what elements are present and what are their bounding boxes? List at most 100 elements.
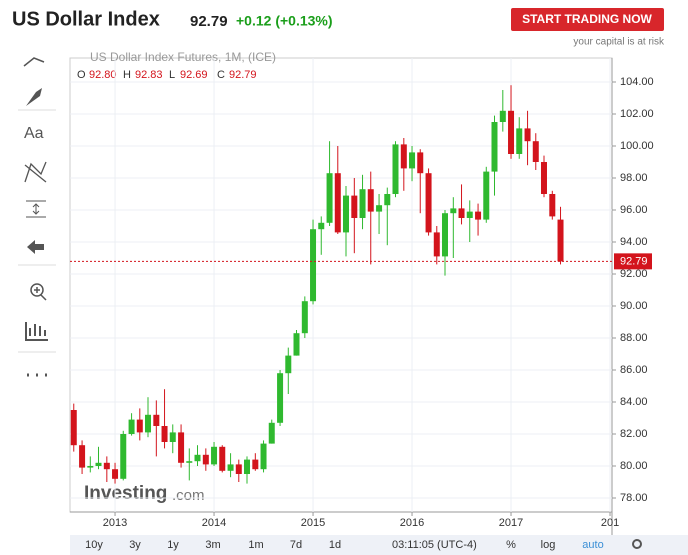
candle-body (95, 462, 102, 466)
candle-body (285, 355, 292, 374)
candle-body (128, 419, 135, 434)
price: 92.79 (190, 13, 228, 30)
auto-toggle[interactable]: auto (582, 539, 603, 551)
candle-body (268, 422, 275, 444)
candle-body (342, 195, 349, 233)
brush-tool[interactable] (26, 88, 42, 106)
candle-body (417, 152, 424, 174)
back-tool[interactable] (27, 240, 44, 254)
candle-body (70, 410, 77, 446)
candle-body (318, 222, 325, 230)
candle-body (540, 162, 547, 194)
range-button[interactable]: 1y (167, 539, 179, 551)
candle-body (450, 208, 457, 214)
candle-body (326, 173, 333, 223)
candle-body (219, 446, 226, 471)
candle-body (301, 301, 308, 334)
candle-body (475, 211, 482, 220)
range-button[interactable]: 3m (205, 539, 220, 551)
range-button[interactable]: 1m (248, 539, 263, 551)
trade-button-label[interactable]: START TRADING NOW (522, 12, 652, 26)
candle-body (400, 144, 407, 169)
y-tick-label: 98.00 (620, 172, 648, 184)
candle-body (202, 454, 209, 465)
legend-h-label: H (123, 69, 131, 81)
plot-frame (69, 57, 613, 513)
candle-body (244, 459, 251, 474)
legend-l-label: L (169, 69, 175, 81)
range-button[interactable]: 7d (290, 539, 302, 551)
candle-body (136, 419, 143, 433)
candle-body (359, 189, 366, 218)
pattern-tool[interactable] (24, 161, 47, 183)
candle-body (516, 128, 523, 154)
y-tick-label: 84.00 (620, 396, 648, 408)
candle-body (425, 173, 432, 233)
candle-body (367, 189, 374, 212)
y-tick-label: 104.00 (620, 76, 654, 88)
legend-l: 92.69 (180, 69, 208, 81)
text-tool[interactable]: Aa (24, 125, 44, 142)
candle-body (153, 414, 160, 426)
percent-toggle[interactable]: % (506, 539, 516, 551)
y-tick-label: 78.00 (620, 492, 648, 504)
change: +0.12 (+0.13%) (236, 13, 333, 29)
range-button[interactable]: 10y (85, 539, 103, 551)
log-toggle[interactable]: log (541, 539, 556, 551)
bottom-bar (70, 535, 688, 555)
zoom-tool[interactable] (30, 283, 44, 297)
y-tick-label: 86.00 (620, 364, 648, 376)
settings-icon[interactable] (632, 539, 642, 549)
candle-body (178, 432, 185, 463)
trade-button[interactable] (511, 8, 664, 31)
legend-o-label: O (77, 69, 86, 81)
candle-body (112, 469, 119, 479)
legend-o: 92.80 (89, 69, 117, 81)
candle-body (433, 232, 440, 257)
range-button[interactable]: 3y (129, 539, 141, 551)
candle-body (277, 373, 284, 423)
measure-tool[interactable] (26, 200, 46, 218)
toolbar: Aa (18, 57, 56, 377)
candle-body (227, 464, 234, 471)
line-tool[interactable] (23, 57, 45, 67)
y-tick-label: 100.00 (620, 140, 654, 152)
candle-body (532, 141, 539, 162)
title: US Dollar Index (12, 8, 160, 30)
candle-body (186, 461, 193, 463)
x-tick-label: 2015 (301, 517, 325, 529)
y-tick-label: 90.00 (620, 300, 648, 312)
y-tick-label: 82.00 (620, 428, 648, 440)
candle-body (483, 171, 490, 220)
y-tick-label: 102.00 (620, 108, 654, 120)
candle-body (499, 110, 506, 122)
x-tick-label: 201 (601, 517, 619, 529)
candle-body (508, 110, 515, 154)
last-price-label: 92.79 (620, 255, 648, 267)
candle-body (169, 432, 176, 442)
candle-body (549, 194, 556, 217)
candle-body (79, 445, 86, 468)
candle-body (211, 446, 218, 465)
candle-body (194, 454, 201, 462)
zoom-tool-handle (34, 287, 47, 301)
legend-h: 92.83 (135, 69, 163, 81)
indicator-tool[interactable] (25, 322, 48, 341)
candle-body (235, 464, 242, 474)
candle-body (145, 414, 152, 433)
x-tick-label: 2014 (202, 517, 226, 529)
y-tick-label: 96.00 (620, 204, 648, 216)
candle-body (392, 144, 399, 194)
candle-body (491, 122, 498, 172)
legend-symbol: US Dollar Index Futures, 1M, (ICE) (90, 50, 276, 64)
y-tick-label: 92.00 (620, 268, 648, 280)
candle-body (334, 173, 341, 233)
candle-body (310, 229, 317, 302)
candle-body (351, 195, 358, 218)
candle-body (557, 219, 564, 262)
y-tick-label: 94.00 (620, 236, 648, 248)
candle-body (260, 443, 267, 470)
watermark-domain: .com (172, 487, 205, 504)
range-button[interactable]: 1d (329, 539, 341, 551)
